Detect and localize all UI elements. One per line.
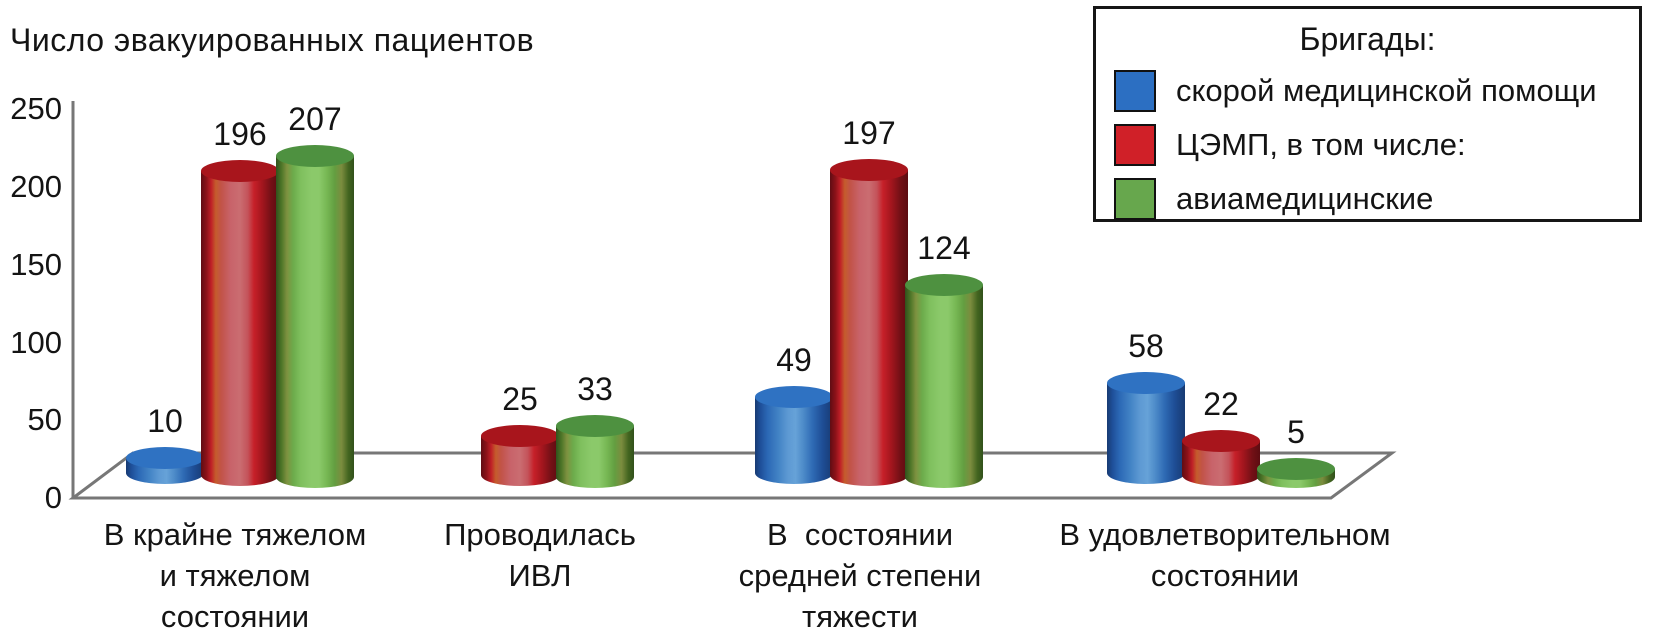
bar-body <box>830 169 908 486</box>
bar-top-face <box>201 160 279 183</box>
category-label-line: состоянии <box>160 599 310 634</box>
bar-top-face <box>755 386 833 409</box>
category-label-line: В удовлетворительном <box>1059 517 1391 552</box>
legend-swatch-green-icon <box>1114 178 1156 220</box>
bar-top-face <box>905 273 983 296</box>
legend: Бригады: скорой медицинской помощи ЦЭМП,… <box>1093 6 1642 222</box>
bar-value-label: 22 <box>1203 385 1239 422</box>
legend-item-label: ЦЭМП, в том числе: <box>1176 127 1466 162</box>
bar-2-0 <box>276 145 354 488</box>
bar-0-0 <box>126 446 204 484</box>
legend-title: Бригады: <box>1299 21 1436 57</box>
bar-value-label: 25 <box>502 381 538 418</box>
y-tick-label: 100 <box>10 324 62 360</box>
bar-top-face <box>126 446 204 469</box>
y-tick-label: 200 <box>10 169 62 204</box>
bar-1-1 <box>481 425 559 486</box>
y-tick-label: 0 <box>44 480 62 515</box>
category-label-line: ИВЛ <box>508 558 572 593</box>
category-label-line: Проводилась <box>444 517 636 552</box>
bar-value-label: 58 <box>1128 328 1164 365</box>
legend-item-tsemp: ЦЭМП, в том числе: <box>1114 124 1639 166</box>
chart-title: Число эвакуированных пациентов <box>10 22 535 58</box>
y-tick-label: 50 <box>27 402 62 438</box>
floor-parallelogram <box>68 451 1397 500</box>
bar-value-label: 5 <box>1287 414 1305 451</box>
bar-body <box>1107 383 1185 484</box>
bar-top-face <box>1257 458 1335 481</box>
bar-2-1 <box>556 414 634 488</box>
category-label-line: и тяжелом <box>159 558 311 593</box>
bar-top-face <box>1107 372 1185 395</box>
bar-value-label: 196 <box>213 116 267 153</box>
bar-value-label: 197 <box>842 114 896 151</box>
legend-item-ambulance: скорой медицинской помощи <box>1114 70 1639 112</box>
bar-top-face <box>1182 429 1260 452</box>
bar-1-2 <box>830 158 908 486</box>
category-label-line: состоянии <box>1150 558 1300 593</box>
bar-top-face <box>276 145 354 168</box>
category-label: В состоянии средней степени тяжести <box>620 514 1100 634</box>
category-label-line: тяжести <box>802 599 918 634</box>
y-tick-label: 150 <box>10 246 62 282</box>
bar-value-label: 49 <box>776 342 812 379</box>
category-label: Проводилась ИВЛ <box>300 514 780 596</box>
bar-value-label: 33 <box>577 370 613 407</box>
bar-top-face <box>481 425 559 448</box>
legend-item-label: скорой медицинской помощи <box>1176 73 1597 108</box>
bar-value-label: 10 <box>147 402 183 439</box>
category-label: В крайне тяжелом и тяжелом состоянии <box>0 514 475 634</box>
bar-1-3 <box>1182 429 1260 486</box>
legend-swatch-blue-icon <box>1114 70 1156 112</box>
bar-body <box>755 397 833 484</box>
bar-body <box>276 156 354 488</box>
category-label-line: В крайне тяжелом <box>103 517 367 552</box>
bar-value-label: 124 <box>917 229 971 266</box>
y-tick-label: 250 <box>10 91 62 127</box>
bar-2-2 <box>905 273 983 488</box>
category-label-line: В состоянии <box>766 517 954 552</box>
bar-body <box>201 171 279 486</box>
bar-0-2 <box>755 386 833 484</box>
bar-0-3 <box>1107 372 1185 484</box>
legend-swatch-red-icon <box>1114 124 1156 166</box>
bar-1-0 <box>201 160 279 486</box>
bar-top-face <box>830 158 908 181</box>
legend-item-label: авиамедицинские <box>1176 181 1434 216</box>
bar-top-face <box>556 414 634 437</box>
category-label-line: средней степени <box>738 558 982 593</box>
bar-body <box>905 284 983 488</box>
bar-2-3 <box>1257 458 1335 488</box>
category-label: В удовлетворительном состоянии <box>985 514 1465 596</box>
bar-value-label: 207 <box>288 101 342 138</box>
legend-item-aviamedical: авиамедицинские <box>1114 178 1639 220</box>
